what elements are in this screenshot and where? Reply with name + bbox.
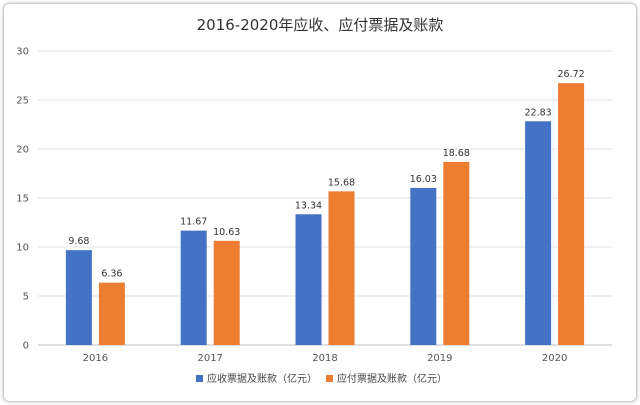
legend-label-receivable: 应收票据及账款（亿元）	[207, 372, 317, 385]
chart-title: 2016-2020年应收、应付票据及账款	[197, 16, 444, 34]
y-axis-ticks: 0 5 10 15 20 25 30	[16, 47, 29, 352]
bar-payable-2018	[328, 191, 355, 345]
x-axis-ticks: 2016 2017 2018 2019 2020	[83, 353, 568, 364]
y-tick-label: 5	[23, 292, 29, 303]
gridlines	[38, 50, 612, 346]
bar-payable-2016	[98, 282, 125, 345]
legend-swatch-receivable	[196, 375, 203, 382]
data-label: 22.83	[524, 107, 551, 118]
legend-label-payable: 应付票据及账款（亿元）	[337, 372, 447, 385]
bars	[65, 83, 585, 346]
data-label: 13.34	[295, 200, 322, 211]
data-label: 6.36	[101, 269, 122, 280]
x-tick-label: 2018	[312, 353, 337, 364]
data-label: 15.68	[328, 177, 355, 188]
y-tick-label: 25	[16, 96, 29, 107]
legend-swatch-payable	[326, 375, 333, 382]
bar-receivable-2016	[65, 250, 92, 345]
bar-payable-2020	[558, 83, 585, 346]
bar-receivable-2017	[180, 230, 207, 345]
x-tick-label: 2017	[197, 353, 222, 364]
data-label: 9.68	[68, 236, 89, 247]
data-label: 11.67	[180, 217, 207, 228]
y-tick-label: 30	[16, 47, 29, 58]
y-tick-label: 10	[16, 243, 29, 254]
bar-receivable-2020	[525, 121, 552, 346]
data-labels: 9.68 6.36 11.67 10.63 13.34 15.68 16.03 18.68 22…	[68, 69, 584, 280]
y-tick-label: 20	[16, 145, 29, 156]
data-label: 10.63	[213, 227, 240, 238]
data-label: 18.68	[443, 148, 470, 159]
bar-receivable-2018	[295, 214, 322, 345]
x-tick-label: 2019	[427, 353, 452, 364]
legend: 应收票据及账款（亿元） 应付票据及账款（亿元）	[196, 372, 447, 385]
bar-receivable-2019	[410, 187, 437, 345]
bar-payable-2017	[213, 240, 240, 345]
y-tick-label: 0	[23, 341, 29, 352]
data-label: 16.03	[410, 174, 437, 185]
bar-payable-2019	[443, 161, 470, 345]
x-tick-label: 2016	[83, 353, 108, 364]
x-tick-label: 2020	[542, 353, 567, 364]
y-tick-label: 15	[16, 194, 29, 205]
data-label: 26.72	[557, 69, 584, 80]
